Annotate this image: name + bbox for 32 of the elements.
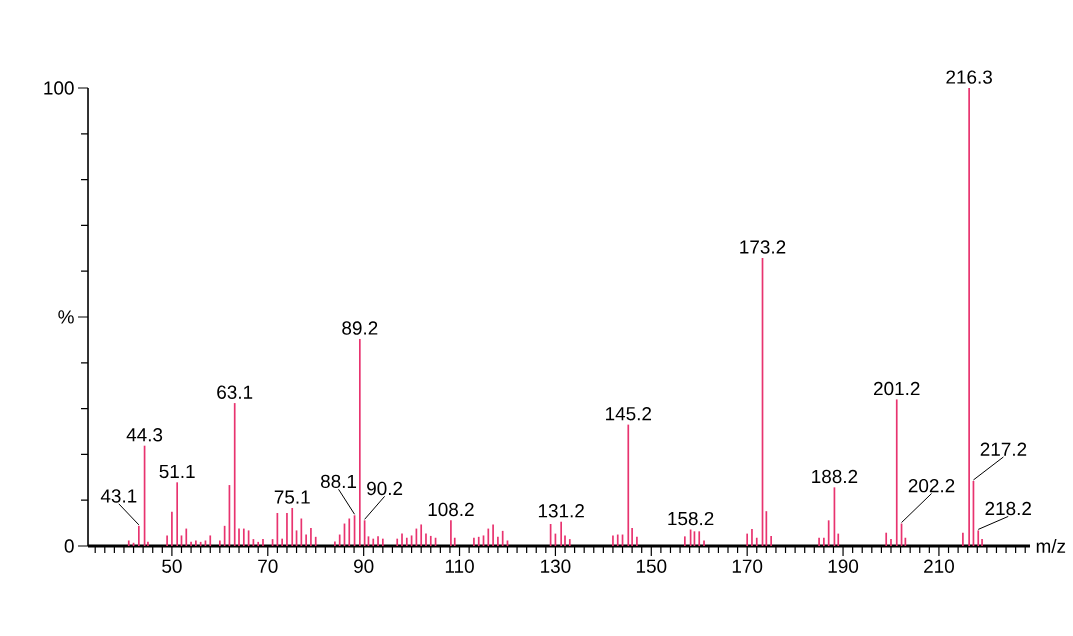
x-tick-label: 90 bbox=[354, 559, 374, 573]
x-tick-label: 210 bbox=[924, 559, 954, 573]
annotation: 90.2 bbox=[367, 481, 403, 496]
annotation: 202.2 bbox=[908, 478, 955, 493]
annotation: 44.3 bbox=[126, 428, 163, 442]
x-tick-label: 150 bbox=[636, 559, 667, 573]
annotation: 217.2 bbox=[980, 442, 1027, 456]
annotation: 188.2 bbox=[812, 469, 858, 484]
annotation: 201.2 bbox=[874, 381, 920, 396]
annotation: 63.1 bbox=[217, 385, 253, 399]
x-tick-label: 170 bbox=[732, 559, 763, 573]
annotation: 89.2 bbox=[342, 321, 378, 335]
x-tick-label: 70 bbox=[258, 559, 278, 573]
annotation: 51.1 bbox=[159, 464, 195, 479]
y-tick-label: 100 bbox=[44, 81, 74, 95]
x-tick-label: 50 bbox=[162, 559, 182, 573]
y-tick-label: % bbox=[58, 310, 74, 324]
annotation: 158.2 bbox=[668, 511, 714, 526]
annotation: 145.2 bbox=[606, 407, 652, 421]
annotation: 43.1 bbox=[100, 489, 137, 503]
annotation: 131.2 bbox=[538, 504, 584, 518]
x-tick-label: 130 bbox=[541, 559, 571, 573]
annotation: 218.2 bbox=[985, 501, 1031, 516]
annotation: 88.1 bbox=[320, 474, 357, 489]
annotation: 75.1 bbox=[274, 490, 310, 504]
x-axis-title: m/z bbox=[1036, 539, 1066, 553]
annotation: 108.2 bbox=[428, 502, 474, 517]
annotation: 216.3 bbox=[946, 70, 992, 84]
y-tick-label: 0 bbox=[64, 539, 74, 553]
x-tick-label: 190 bbox=[828, 559, 859, 573]
x-tick-label: 110 bbox=[445, 559, 474, 573]
annotation: 173.2 bbox=[740, 240, 786, 254]
